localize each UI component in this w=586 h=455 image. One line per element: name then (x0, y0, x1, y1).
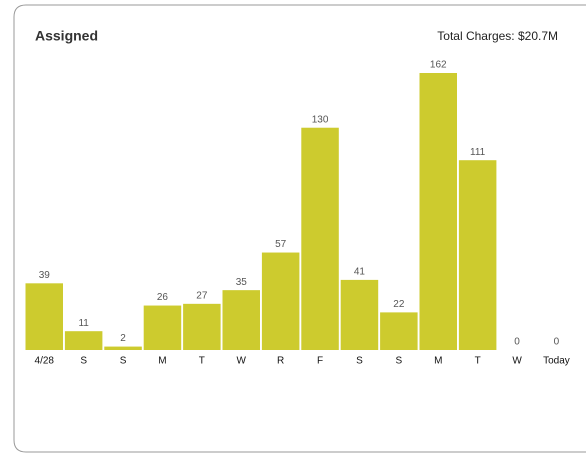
value-label: 130 (312, 114, 329, 125)
x-tick-label: Today (543, 356, 570, 367)
card-border (13, 4, 586, 453)
x-tick-label: F (317, 356, 323, 367)
bar (183, 303, 221, 350)
bar (419, 73, 457, 350)
bar (261, 252, 300, 350)
value-label: 0 (514, 337, 520, 348)
value-label: 111 (470, 147, 486, 158)
x-tick-label: S (80, 356, 87, 367)
value-label: 2 (120, 333, 126, 344)
bar (301, 127, 339, 350)
x-tick-label: M (158, 356, 166, 367)
value-label: 11 (78, 318, 89, 329)
value-label: 0 (554, 337, 560, 348)
bar (458, 160, 497, 350)
x-tick-label: S (396, 356, 403, 367)
x-tick-label: S (120, 356, 127, 367)
value-label: 35 (236, 277, 248, 288)
x-tick-label: S (356, 356, 363, 367)
x-tick-label: T (475, 356, 481, 367)
value-label: 26 (157, 292, 169, 303)
chart-title: Assigned (35, 28, 98, 44)
bar (222, 290, 260, 350)
chart-subtitle: Total Charges: $20.7M (437, 29, 558, 43)
x-tick-label: W (512, 356, 522, 367)
value-label: 22 (393, 299, 405, 310)
bar (340, 279, 379, 350)
bar (64, 331, 103, 350)
bar (25, 283, 63, 350)
bar (143, 305, 182, 350)
x-tick-label: T (199, 356, 205, 367)
bar (380, 312, 418, 350)
value-label: 39 (39, 270, 51, 281)
value-label: 162 (430, 60, 447, 71)
x-tick-label: 4/28 (35, 356, 55, 367)
value-label: 27 (196, 290, 208, 301)
x-tick-label: R (277, 356, 284, 367)
value-label: 41 (354, 267, 366, 278)
bar (104, 346, 142, 350)
value-label: 57 (275, 239, 287, 250)
x-tick-label: W (237, 356, 247, 367)
x-tick-label: M (434, 356, 442, 367)
